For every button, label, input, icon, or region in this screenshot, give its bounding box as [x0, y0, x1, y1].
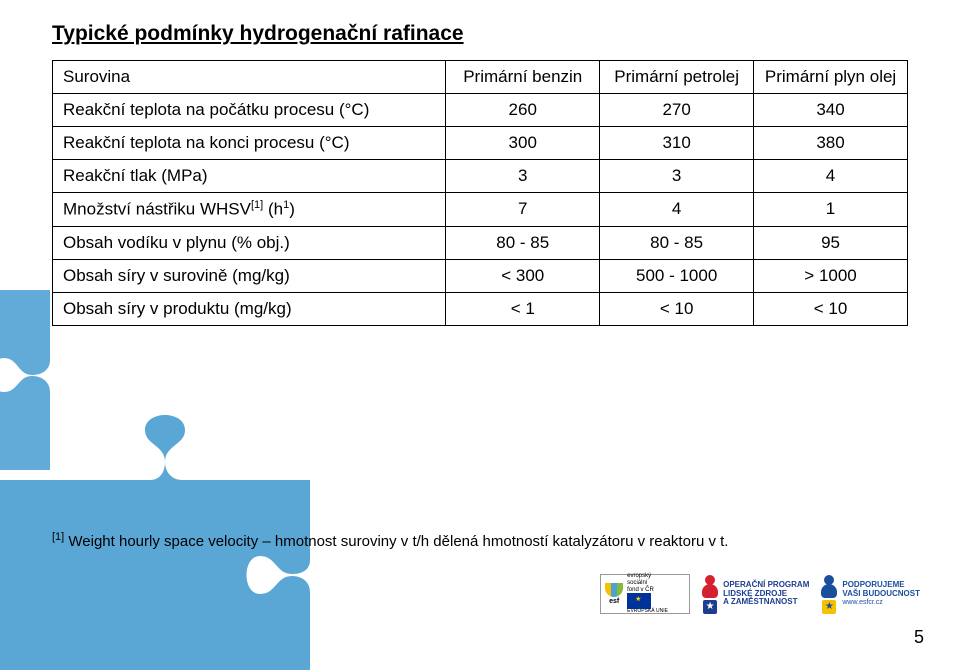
- row-label: Obsah síry v produktu (mg/kg): [53, 292, 446, 325]
- cell: < 1: [446, 292, 600, 325]
- esf-flag-icon: [605, 583, 623, 597]
- esf-line2: sociální: [627, 580, 668, 587]
- cell: < 300: [446, 259, 600, 292]
- podporujeme-logo: ★ PODPORUJEME VAŠI BUDOUCNOST www.esfcr.…: [821, 575, 920, 614]
- table-row: Obsah vodíku v plynu (% obj.)80 - 8580 -…: [53, 226, 908, 259]
- header-col-0: Primární benzin: [446, 61, 600, 94]
- row-label: Reakční teplota na konci procesu (°C): [53, 127, 446, 160]
- op-line3: A ZAMĚSTNANOST: [723, 598, 809, 607]
- cell: 380: [754, 127, 908, 160]
- cell: < 10: [600, 292, 754, 325]
- cell: > 1000: [754, 259, 908, 292]
- person-icon-red: [702, 575, 718, 598]
- pod-line2: VAŠI BUDOUCNOST: [842, 590, 920, 599]
- esf-line1: evropský: [627, 573, 668, 580]
- table-row: Množství nástřiku WHSV[1] (h1)741: [53, 193, 908, 227]
- conditions-table: Surovina Primární benzin Primární petrol…: [52, 60, 908, 326]
- esf-logo: esf evropský sociální fond v ČR EVROPSKÁ…: [600, 574, 690, 614]
- cell: 500 - 1000: [600, 259, 754, 292]
- star-badge-blue: ★: [703, 600, 717, 614]
- cell: 95: [754, 226, 908, 259]
- eu-flag-icon: [627, 593, 651, 609]
- table-row: Reakční teplota na počátku procesu (°C)2…: [53, 94, 908, 127]
- person-icon-blue: [821, 575, 837, 598]
- header-surovina: Surovina: [53, 61, 446, 94]
- footnote-marker: [1]: [52, 531, 64, 543]
- esf-abbr: esf: [609, 598, 619, 605]
- row-label: Reakční teplota na počátku procesu (°C): [53, 94, 446, 127]
- table-row: Reakční tlak (MPa)334: [53, 160, 908, 193]
- logo-strip: esf evropský sociální fond v ČR EVROPSKÁ…: [600, 574, 920, 614]
- row-label: Obsah vodíku v plynu (% obj.): [53, 226, 446, 259]
- row-label: Reakční tlak (MPa): [53, 160, 446, 193]
- cell: 4: [600, 193, 754, 227]
- cell: 310: [600, 127, 754, 160]
- cell: 260: [446, 94, 600, 127]
- cell: 1: [754, 193, 908, 227]
- cell: 80 - 85: [446, 226, 600, 259]
- cell: 80 - 85: [600, 226, 754, 259]
- cell: 300: [446, 127, 600, 160]
- page-title: Typické podmínky hydrogenační rafinace: [52, 22, 908, 46]
- esf-line4: EVROPSKÁ UNIE: [627, 609, 668, 615]
- cell: 340: [754, 94, 908, 127]
- row-label: Obsah síry v surovině (mg/kg): [53, 259, 446, 292]
- cell: 3: [600, 160, 754, 193]
- header-col-2: Primární plyn olej: [754, 61, 908, 94]
- esf-line3: fond v ČR: [627, 587, 668, 594]
- cell: 3: [446, 160, 600, 193]
- header-col-1: Primární petrolej: [600, 61, 754, 94]
- cell: 270: [600, 94, 754, 127]
- pod-url: www.esfcr.cz: [842, 599, 920, 607]
- table-row: Reakční teplota na konci procesu (°C)300…: [53, 127, 908, 160]
- op-lzz-logo: ★ OPERAČNÍ PROGRAM LIDSKÉ ZDROJE A ZAMĚS…: [702, 575, 809, 614]
- table-row: Obsah síry v produktu (mg/kg)< 1< 10< 10: [53, 292, 908, 325]
- row-label: Množství nástřiku WHSV[1] (h1): [53, 193, 446, 227]
- footnote: [1] Weight hourly space velocity – hmotn…: [52, 531, 728, 550]
- star-badge-yellow: ★: [822, 600, 836, 614]
- page-number: 5: [914, 627, 924, 648]
- table-row: Obsah síry v surovině (mg/kg)< 300500 - …: [53, 259, 908, 292]
- cell: < 10: [754, 292, 908, 325]
- cell: 4: [754, 160, 908, 193]
- footnote-text: Weight hourly space velocity – hmotnost …: [68, 533, 728, 550]
- cell: 7: [446, 193, 600, 227]
